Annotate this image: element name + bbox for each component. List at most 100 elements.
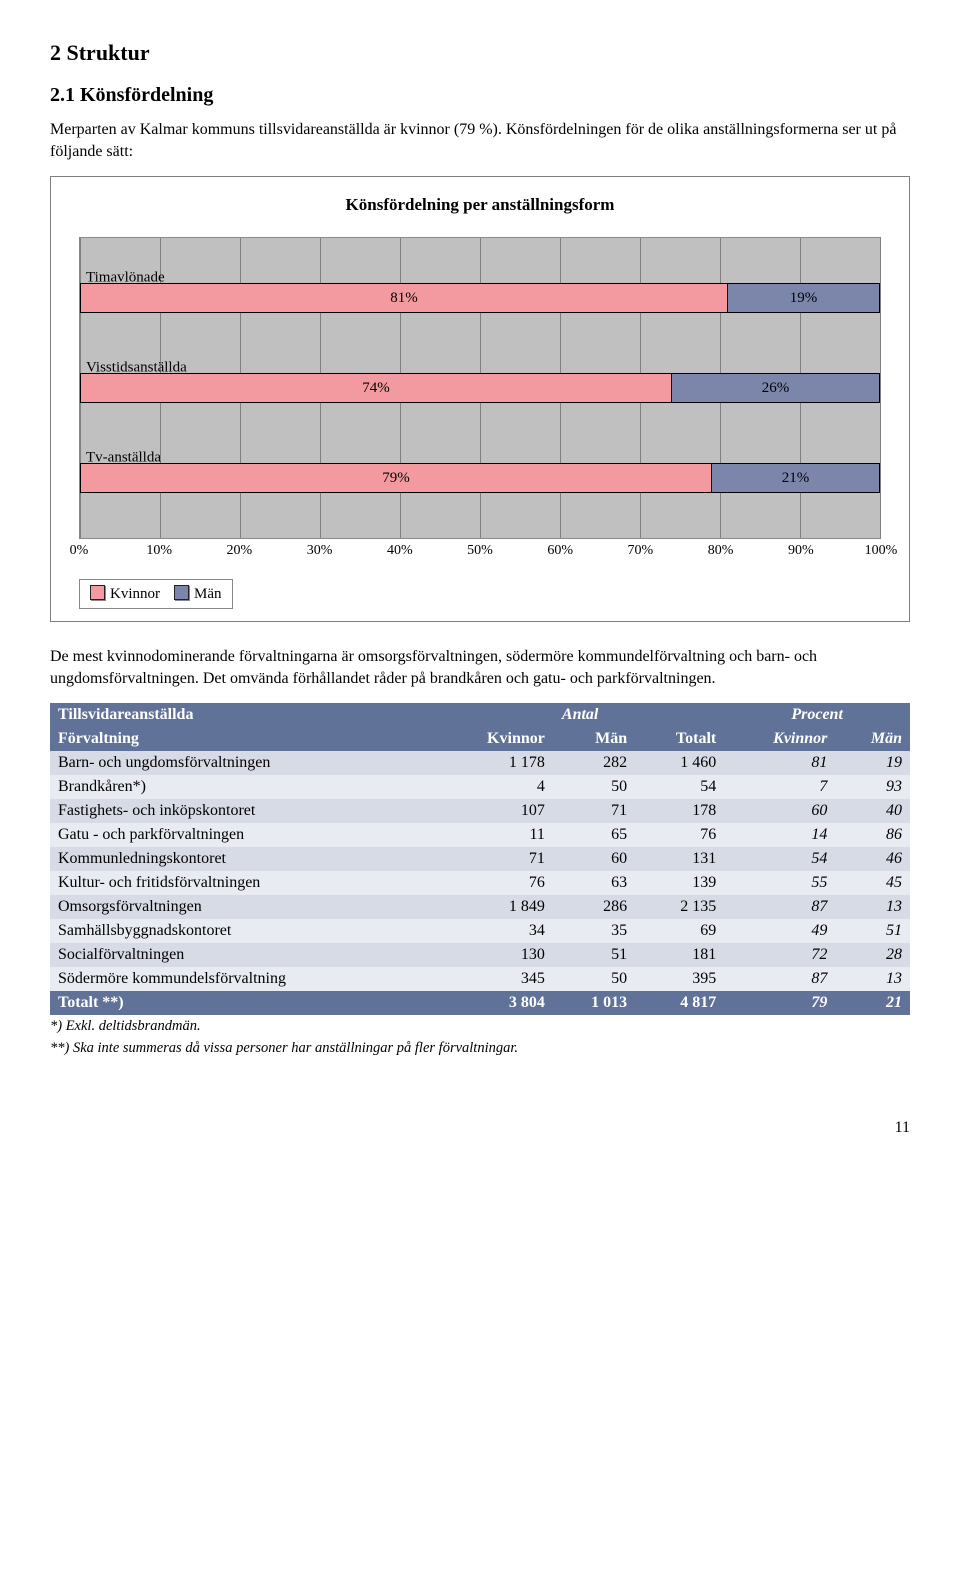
cell-pct-man: 40 (835, 799, 910, 823)
cell-pct-man: 86 (835, 823, 910, 847)
chart-legend: Kvinnor Män (79, 579, 233, 609)
axis-tick-label: 70% (628, 543, 654, 559)
cell-pct-man: 13 (835, 967, 910, 991)
cell-totalt: 2 135 (635, 895, 724, 919)
footnote-1: *) Exkl. deltidsbrandmän. (50, 1017, 910, 1037)
chart-container: Könsfördelning per anställningsform Tima… (50, 176, 910, 622)
cell-name: Omsorgsförvaltningen (50, 895, 436, 919)
chart-bar-row: Tv-anställda79%21% (80, 454, 880, 502)
table-row: Södermöre kommundelsförvaltning345503958… (50, 967, 910, 991)
cell-pct-man: 93 (835, 775, 910, 799)
chart-bar-track: 79%21% (80, 463, 880, 493)
cell-man: 71 (553, 799, 635, 823)
chart-bar-label: Timavlönade (86, 269, 165, 286)
axis-tick-label: 80% (708, 543, 734, 559)
cell-man: 1 013 (553, 991, 635, 1015)
cell-pct-kvinnor: 60 (724, 799, 835, 823)
table-row: Gatu - och parkförvaltningen1165761486 (50, 823, 910, 847)
th-kvinnor: Kvinnor (436, 727, 553, 751)
cell-man: 65 (553, 823, 635, 847)
cell-name: Gatu - och parkförvaltningen (50, 823, 436, 847)
table-body: Barn- och ungdomsförvaltningen1 1782821 … (50, 751, 910, 1015)
table-row: Kommunledningskontoret71601315446 (50, 847, 910, 871)
cell-name: Södermöre kommundelsförvaltning (50, 967, 436, 991)
footnote-2: **) Ska inte summeras då vissa personer … (50, 1039, 910, 1059)
chart-bar-track: 74%26% (80, 373, 880, 403)
cell-pct-kvinnor: 49 (724, 919, 835, 943)
legend-label-man: Män (194, 586, 222, 602)
cell-kvinnor: 130 (436, 943, 553, 967)
chart-bar-row: Timavlönade81%19% (80, 274, 880, 322)
cell-totalt: 4 817 (635, 991, 724, 1015)
table-row: Brandkåren*)45054793 (50, 775, 910, 799)
cell-pct-kvinnor: 14 (724, 823, 835, 847)
cell-man: 35 (553, 919, 635, 943)
cell-totalt: 131 (635, 847, 724, 871)
axis-tick-label: 0% (70, 543, 89, 559)
cell-kvinnor: 3 804 (436, 991, 553, 1015)
heading-2: 2.1 Könsfördelning (50, 84, 910, 107)
cell-pct-kvinnor: 55 (724, 871, 835, 895)
cell-pct-kvinnor: 81 (724, 751, 835, 775)
axis-tick-label: 20% (227, 543, 253, 559)
cell-name: Totalt **) (50, 991, 436, 1015)
th-pct-man: Män (835, 727, 910, 751)
chart-title: Könsfördelning per anställningsform (79, 195, 881, 215)
chart-segment-man: 21% (712, 464, 880, 492)
cell-pct-man: 19 (835, 751, 910, 775)
legend-item-man: Män (174, 585, 222, 603)
table-row: Barn- och ungdomsförvaltningen1 1782821 … (50, 751, 910, 775)
cell-pct-man: 21 (835, 991, 910, 1015)
chart-segment-kvinnor: 74% (80, 374, 672, 402)
chart-bar-row: Visstidsanställda74%26% (80, 364, 880, 412)
heading-1: 2 Struktur (50, 40, 910, 66)
cell-pct-man: 13 (835, 895, 910, 919)
cell-name: Samhällsbyggnadskontoret (50, 919, 436, 943)
cell-kvinnor: 107 (436, 799, 553, 823)
axis-tick-label: 10% (146, 543, 172, 559)
table-row: Socialförvaltningen130511817228 (50, 943, 910, 967)
axis-tick-label: 40% (387, 543, 413, 559)
th-totalt: Totalt (635, 727, 724, 751)
cell-totalt: 139 (635, 871, 724, 895)
chart-segment-man: 19% (728, 284, 880, 312)
cell-kvinnor: 1 178 (436, 751, 553, 775)
legend-item-kvinnor: Kvinnor (90, 585, 160, 603)
cell-man: 50 (553, 967, 635, 991)
cell-kvinnor: 71 (436, 847, 553, 871)
cell-kvinnor: 11 (436, 823, 553, 847)
axis-tick-label: 60% (547, 543, 573, 559)
cell-pct-man: 51 (835, 919, 910, 943)
chart-bar-label: Tv-anställda (86, 449, 161, 466)
th-procent: Procent (724, 703, 910, 727)
cell-man: 51 (553, 943, 635, 967)
cell-name: Kommunledningskontoret (50, 847, 436, 871)
table-row: Omsorgsförvaltningen1 8492862 1358713 (50, 895, 910, 919)
cell-totalt: 76 (635, 823, 724, 847)
cell-name: Kultur- och fritidsförvaltningen (50, 871, 436, 895)
axis-tick-label: 100% (865, 543, 898, 559)
chart-bar-label: Visstidsanställda (86, 359, 187, 376)
th-tillsvidare: Tillsvidareanställda (50, 703, 436, 727)
cell-kvinnor: 34 (436, 919, 553, 943)
cell-pct-kvinnor: 7 (724, 775, 835, 799)
axis-tick-label: 30% (307, 543, 333, 559)
chart-bar-track: 81%19% (80, 283, 880, 313)
cell-kvinnor: 4 (436, 775, 553, 799)
mid-paragraph: De mest kvinnodominerande förvaltningarn… (50, 646, 910, 689)
cell-pct-man: 28 (835, 943, 910, 967)
chart-x-axis: 0%10%20%30%40%50%60%70%80%90%100% (79, 543, 881, 565)
th-forvaltning: Förvaltning (50, 727, 436, 751)
cell-pct-kvinnor: 54 (724, 847, 835, 871)
cell-name: Barn- och ungdomsförvaltningen (50, 751, 436, 775)
cell-totalt: 181 (635, 943, 724, 967)
table-row: Kultur- och fritidsförvaltningen76631395… (50, 871, 910, 895)
cell-man: 63 (553, 871, 635, 895)
cell-totalt: 178 (635, 799, 724, 823)
legend-swatch-man (174, 585, 189, 600)
th-man: Män (553, 727, 635, 751)
axis-tick-label: 90% (788, 543, 814, 559)
th-pct-kvinnor: Kvinnor (724, 727, 835, 751)
cell-pct-kvinnor: 87 (724, 967, 835, 991)
cell-pct-man: 46 (835, 847, 910, 871)
